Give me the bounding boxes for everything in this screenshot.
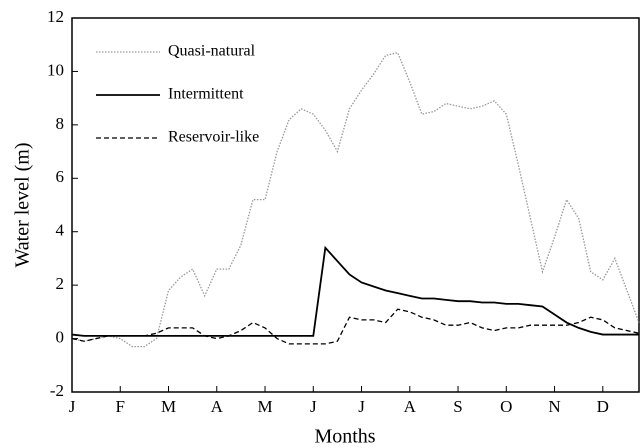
legend-label: Quasi-natural	[168, 43, 256, 60]
y-tick-label: 8	[56, 114, 65, 133]
series-line	[71, 245, 639, 337]
x-tick-label: A	[211, 397, 224, 416]
x-tick-label: J	[310, 397, 317, 416]
x-tick-label: M	[161, 397, 176, 416]
y-tick-label: 4	[56, 221, 65, 240]
legend-label: Intermittent	[168, 86, 244, 103]
y-tick-label: 10	[47, 60, 64, 79]
x-tick-label: D	[597, 397, 609, 416]
y-tick-label: 2	[56, 274, 65, 293]
y-tick-label: 6	[56, 167, 65, 186]
x-tick-label: J	[69, 397, 76, 416]
plot-frame	[71, 17, 640, 393]
y-tick-label: 12	[47, 7, 64, 26]
y-axis-label: Water level (m)	[12, 143, 34, 268]
y-tick-label: -2	[50, 381, 64, 400]
x-tick-label: S	[453, 397, 462, 416]
x-axis-label: Months	[314, 426, 375, 448]
legend-label: Reservoir-like	[168, 129, 259, 146]
x-tick-label: M	[257, 397, 272, 416]
series-line	[71, 308, 640, 345]
y-tick-label: 0	[56, 327, 65, 346]
x-tick-label: F	[116, 397, 125, 416]
x-tick-label: O	[500, 397, 512, 416]
x-tick-label: A	[404, 397, 417, 416]
series-line	[71, 51, 640, 348]
x-tick-label: J	[358, 397, 365, 416]
x-tick-label: N	[548, 397, 560, 416]
